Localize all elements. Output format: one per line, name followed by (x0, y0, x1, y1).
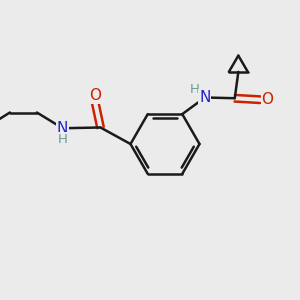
Text: H: H (189, 83, 199, 96)
Text: O: O (262, 92, 274, 107)
Text: H: H (58, 133, 67, 146)
Text: N: N (57, 121, 68, 136)
Text: N: N (199, 90, 210, 105)
Text: O: O (89, 88, 101, 103)
